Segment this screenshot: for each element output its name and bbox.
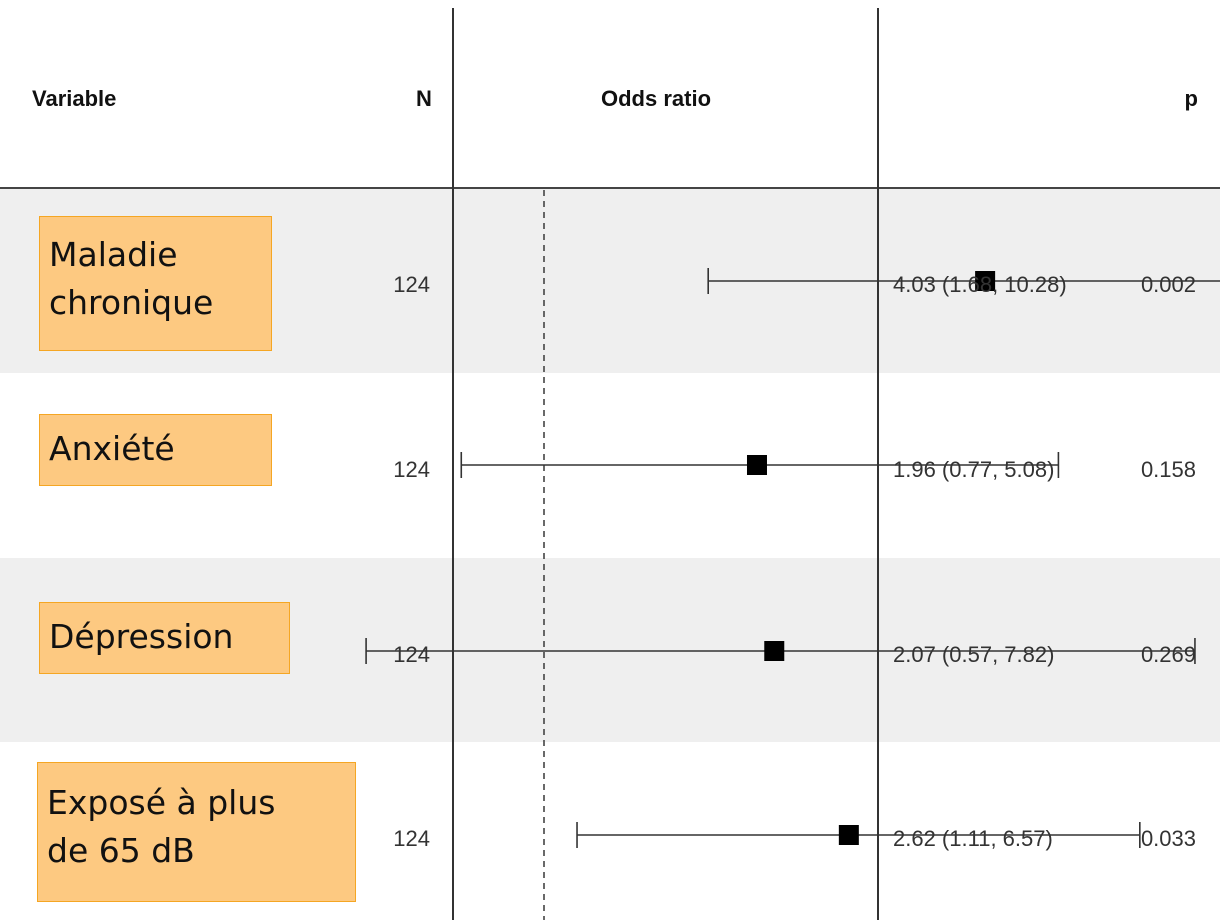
n-value-row-3: 124 bbox=[393, 642, 430, 667]
column-divider-right bbox=[877, 8, 879, 920]
p-value-row-4: 0.033 bbox=[1140, 826, 1196, 851]
p-value-row-2: 0.158 bbox=[1140, 457, 1196, 482]
or-text-row-3: 2.07 (0.57, 7.82) bbox=[893, 642, 1055, 667]
point-estimate-row-1 bbox=[975, 271, 996, 291]
p-value-row-3: 0.269 bbox=[1140, 642, 1196, 667]
n-value-row-4: 124 bbox=[393, 826, 430, 851]
p-value-row-1: 0.002 bbox=[1140, 272, 1196, 297]
header-odds-ratio: Odds ratio bbox=[601, 86, 712, 111]
header-variable: Variable bbox=[32, 86, 117, 111]
n-value-row-2: 124 bbox=[393, 457, 430, 482]
variable-label-maladie-chronique: Maladie chronique bbox=[39, 216, 272, 351]
header-n: N bbox=[416, 86, 432, 111]
variable-label-depression: Dépression bbox=[39, 602, 290, 674]
or-text-row-4: 2.62 (1.11, 6.57) bbox=[893, 826, 1053, 851]
or-text-row-2: 1.96 (0.77, 5.08) bbox=[893, 457, 1055, 482]
point-estimate-row-4 bbox=[838, 825, 859, 845]
variable-label-expose-65db: Exposé à plus de 65 dB bbox=[37, 762, 356, 902]
header-p: p bbox=[1184, 86, 1198, 111]
header-rule bbox=[0, 187, 1220, 189]
column-divider-left bbox=[452, 8, 454, 920]
variable-label-anxiete: Anxiété bbox=[39, 414, 272, 486]
point-estimate-row-2 bbox=[746, 455, 767, 475]
n-value-row-1: 124 bbox=[393, 272, 430, 297]
or-text-row-1: 4.03 (1.68, 10.28) bbox=[893, 272, 1067, 297]
point-estimate-row-3 bbox=[764, 641, 785, 661]
